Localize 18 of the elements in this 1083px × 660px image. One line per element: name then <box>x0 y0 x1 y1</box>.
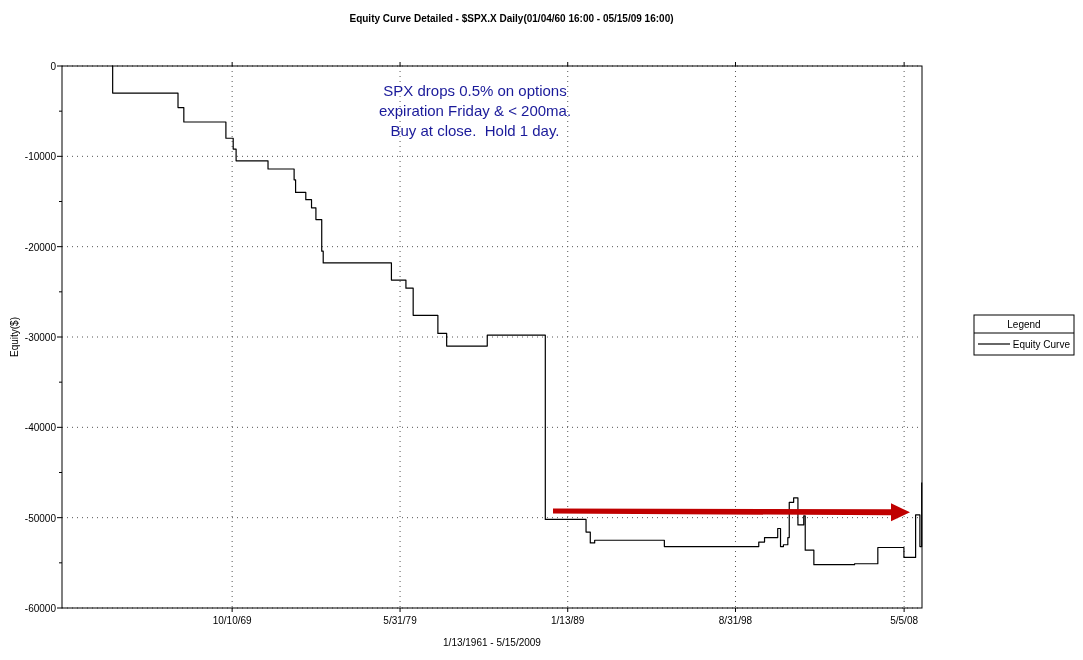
x-tick-label: 5/31/79 <box>383 615 418 626</box>
x-axis-title: 1/13/1961 - 5/15/2009 <box>443 637 542 648</box>
y-tick-label: 0 <box>50 61 57 72</box>
y-tick-label: -40000 <box>24 422 57 434</box>
y-tick-label: -10000 <box>24 151 57 163</box>
y-axis-title: Equity($) <box>9 316 20 358</box>
y-tick-label: -30000 <box>24 332 57 343</box>
x-tick-label: 8/31/98 <box>718 615 753 626</box>
x-tick-label: 5/5/08 <box>890 615 919 626</box>
x-tick-label: 10/10/69 <box>212 615 253 626</box>
y-tick-label: -60000 <box>24 603 57 614</box>
y-tick-label: -20000 <box>24 241 57 253</box>
annotation: SPX drops 0.5% on options expiration Friday & < 200ma. Buy at close. Hold 1 day. <box>378 82 572 139</box>
y-tick-label: -50000 <box>24 512 57 524</box>
legend-title: Legend <box>1007 319 1041 330</box>
chart-title: Equity Curve Detailed - $SPX.X Daily(01/04/60 16:00 - 05/15/09 16:00) <box>349 13 674 24</box>
legend-label: Equity Curve <box>1012 339 1071 350</box>
x-tick-label: 1/13/89 <box>551 615 585 626</box>
